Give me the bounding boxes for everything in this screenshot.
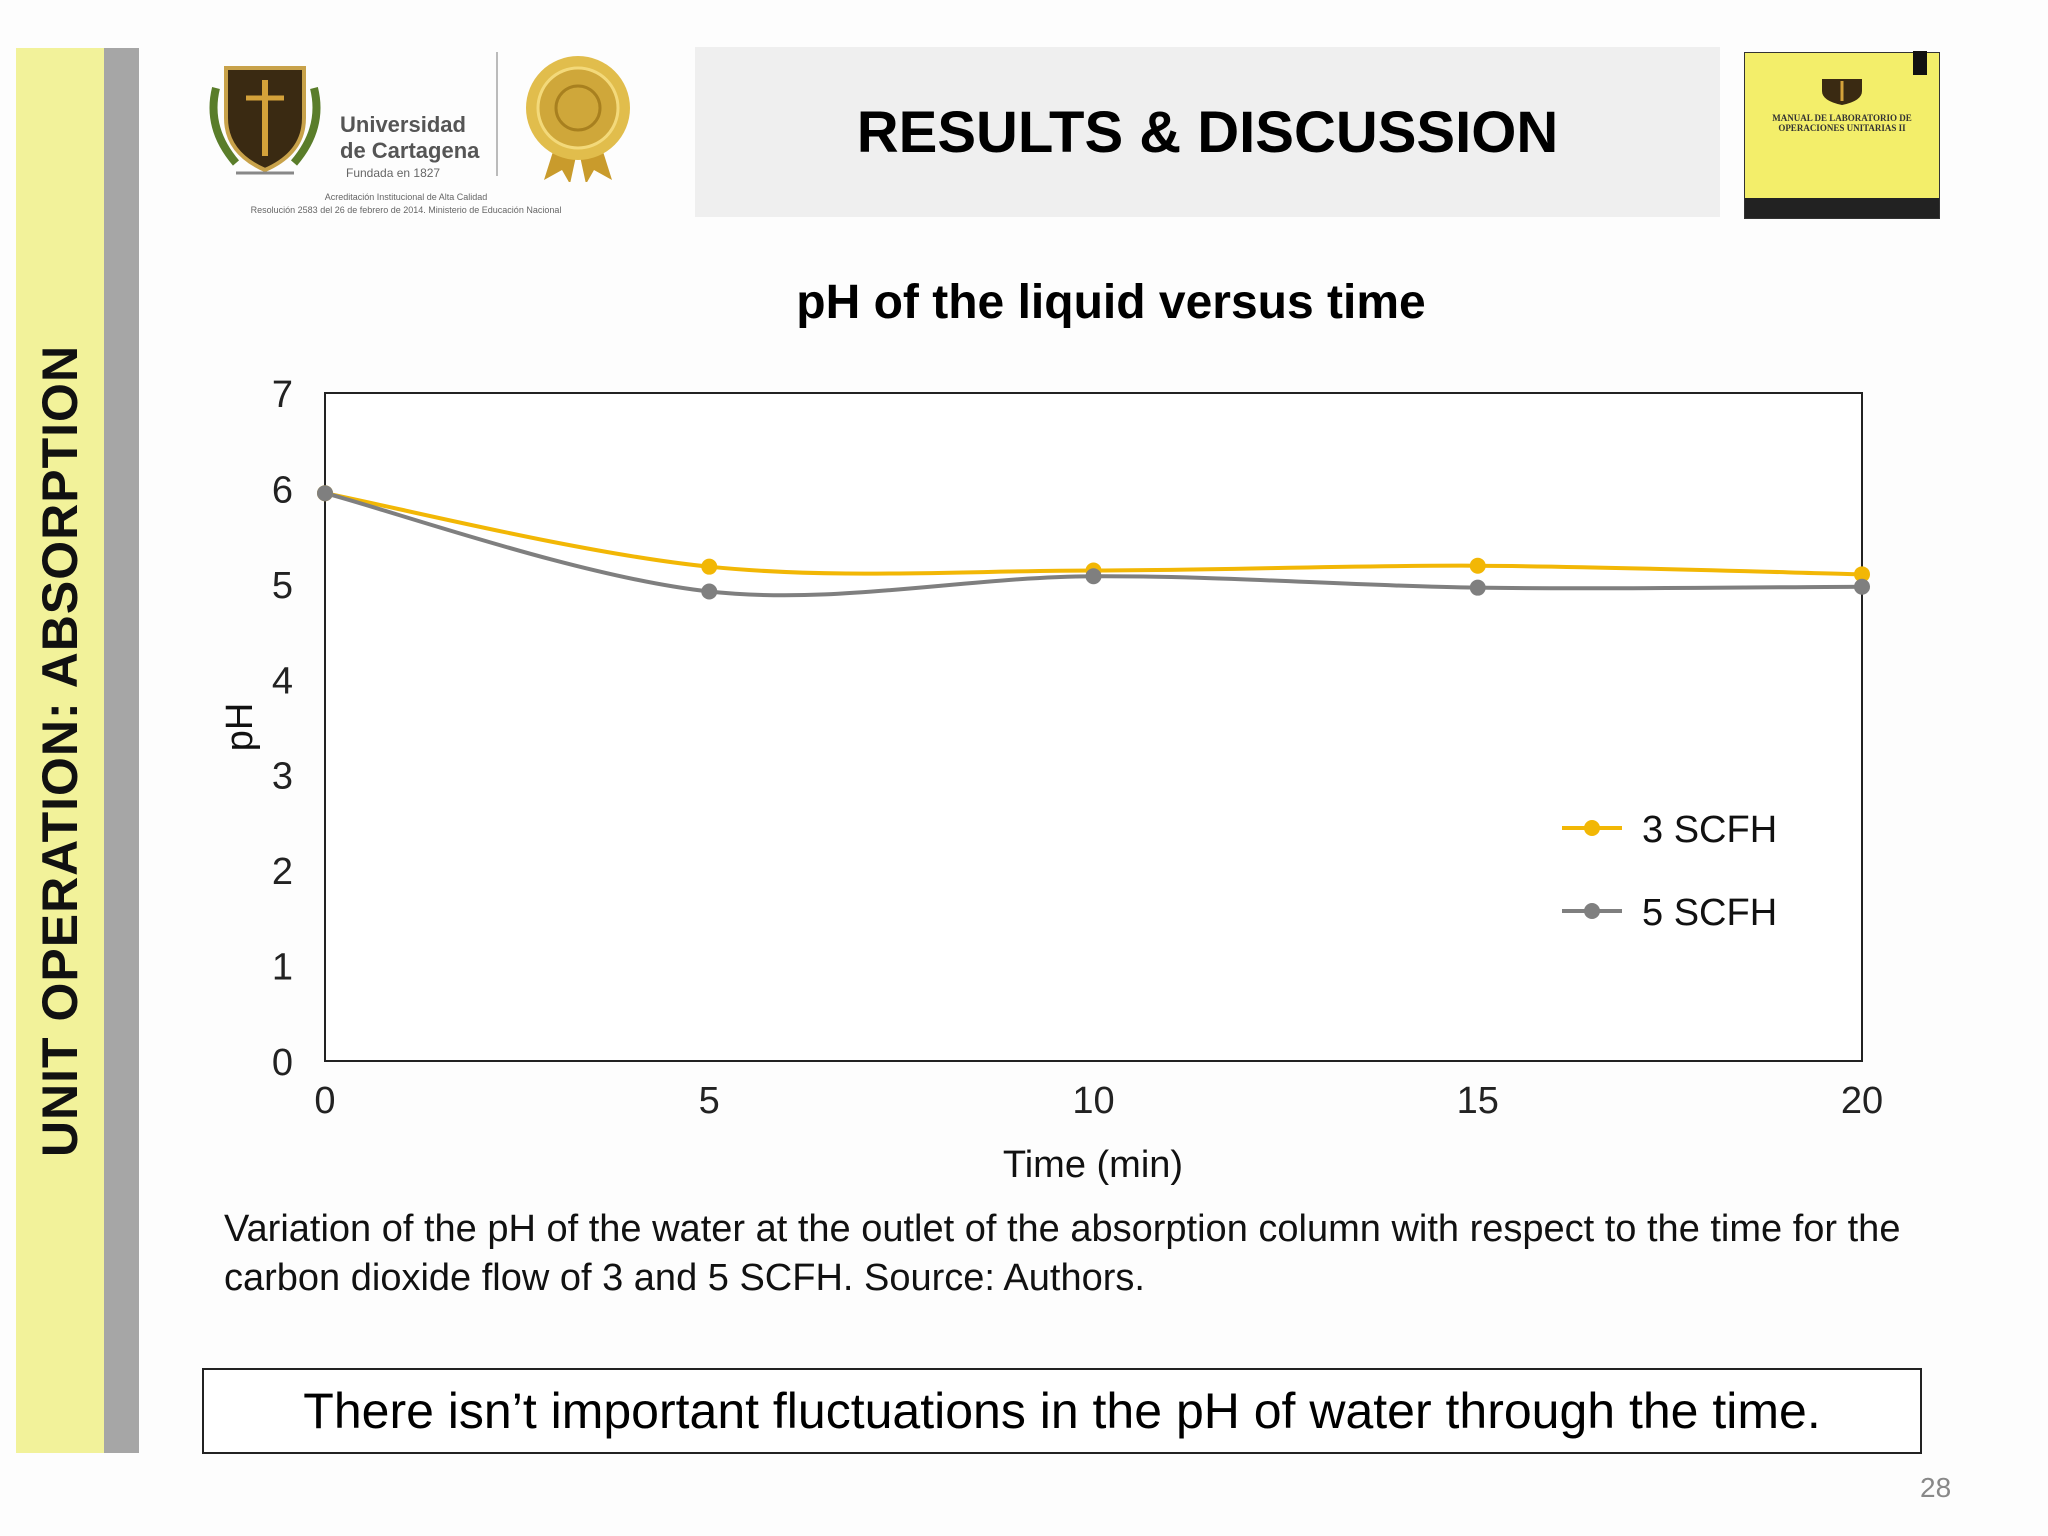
y-axis-label: pH — [219, 703, 261, 752]
slide-title-box: RESULTS & DISCUSSION — [695, 47, 1720, 217]
y-tick-label: 4 — [272, 660, 293, 702]
y-tick-label: 1 — [272, 947, 293, 989]
series-layer — [317, 485, 1870, 600]
accreditation-seal-icon — [526, 56, 630, 182]
y-tick-label: 7 — [272, 374, 293, 416]
x-tick-label: 5 — [699, 1080, 720, 1122]
data-point — [1469, 557, 1486, 574]
conclusion-box: There isn’t important fluctuations in th… — [202, 1368, 1922, 1454]
legend-label: 5 SCFH — [1642, 892, 1777, 934]
data-point — [1854, 578, 1870, 595]
page-number: 28 — [1920, 1472, 1952, 1503]
x-tick-label: 0 — [314, 1080, 335, 1122]
university-name: Universidad de Cartagena — [340, 112, 480, 163]
sidebar-accent-band — [104, 48, 139, 1453]
data-point — [1085, 568, 1102, 585]
y-axis-ticks: 0 1 2 3 4 5 6 7 — [272, 374, 293, 1084]
logo-divider — [496, 52, 498, 176]
book-tab — [1913, 51, 1927, 75]
university-founded: Fundada en 1827 — [346, 166, 441, 180]
conclusion-text: There isn’t important fluctuations in th… — [303, 1383, 1821, 1439]
slide-title: RESULTS & DISCUSSION — [856, 99, 1559, 165]
data-point — [701, 583, 718, 600]
data-point — [317, 485, 333, 502]
accreditation-text: Acreditación Institucional de Alta Calid… — [250, 192, 562, 215]
chart-legend: 3 SCFH 5 SCFH — [1562, 809, 1777, 934]
legend-label: 3 SCFH — [1642, 809, 1777, 851]
ph-line-chart: pH of the liquid versus time 0 1 2 3 4 5 6 7 0 5… — [219, 276, 1883, 1186]
legend-marker — [1584, 820, 1600, 836]
x-axis-ticks: 0 5 10 15 20 — [314, 1080, 1883, 1122]
figure-caption: Variation of the pH of the water at the … — [224, 1208, 1901, 1299]
university-crest-icon — [209, 66, 321, 175]
sidebar-band — [16, 48, 104, 1453]
y-tick-label: 2 — [272, 851, 293, 893]
y-tick-label: 6 — [272, 469, 293, 511]
x-tick-label: 20 — [1841, 1080, 1883, 1122]
book-stripe — [1745, 198, 1939, 218]
lab-manual-cover: MANUAL DE LABORATORIO DE OPERACIONES UNI… — [1744, 51, 1940, 219]
book-crest-icon — [1822, 79, 1862, 105]
x-axis-label: Time (min) — [1003, 1144, 1183, 1186]
y-tick-label: 0 — [272, 1042, 293, 1084]
plot-area — [324, 392, 1863, 1062]
legend-marker — [1584, 903, 1600, 919]
y-tick-label: 3 — [272, 756, 293, 798]
university-logo-block: Universidad de Cartagena Fundada en 1827… — [196, 48, 630, 228]
book-title: MANUAL DE LABORATORIO DE OPERACIONES UNI… — [1772, 113, 1912, 133]
data-point — [701, 558, 718, 575]
y-tick-label: 5 — [272, 565, 293, 607]
x-tick-label: 10 — [1072, 1080, 1114, 1122]
data-point — [1469, 579, 1486, 596]
chart-title: pH of the liquid versus time — [796, 276, 1425, 329]
data-point — [1854, 566, 1870, 583]
x-tick-label: 15 — [1457, 1080, 1499, 1122]
